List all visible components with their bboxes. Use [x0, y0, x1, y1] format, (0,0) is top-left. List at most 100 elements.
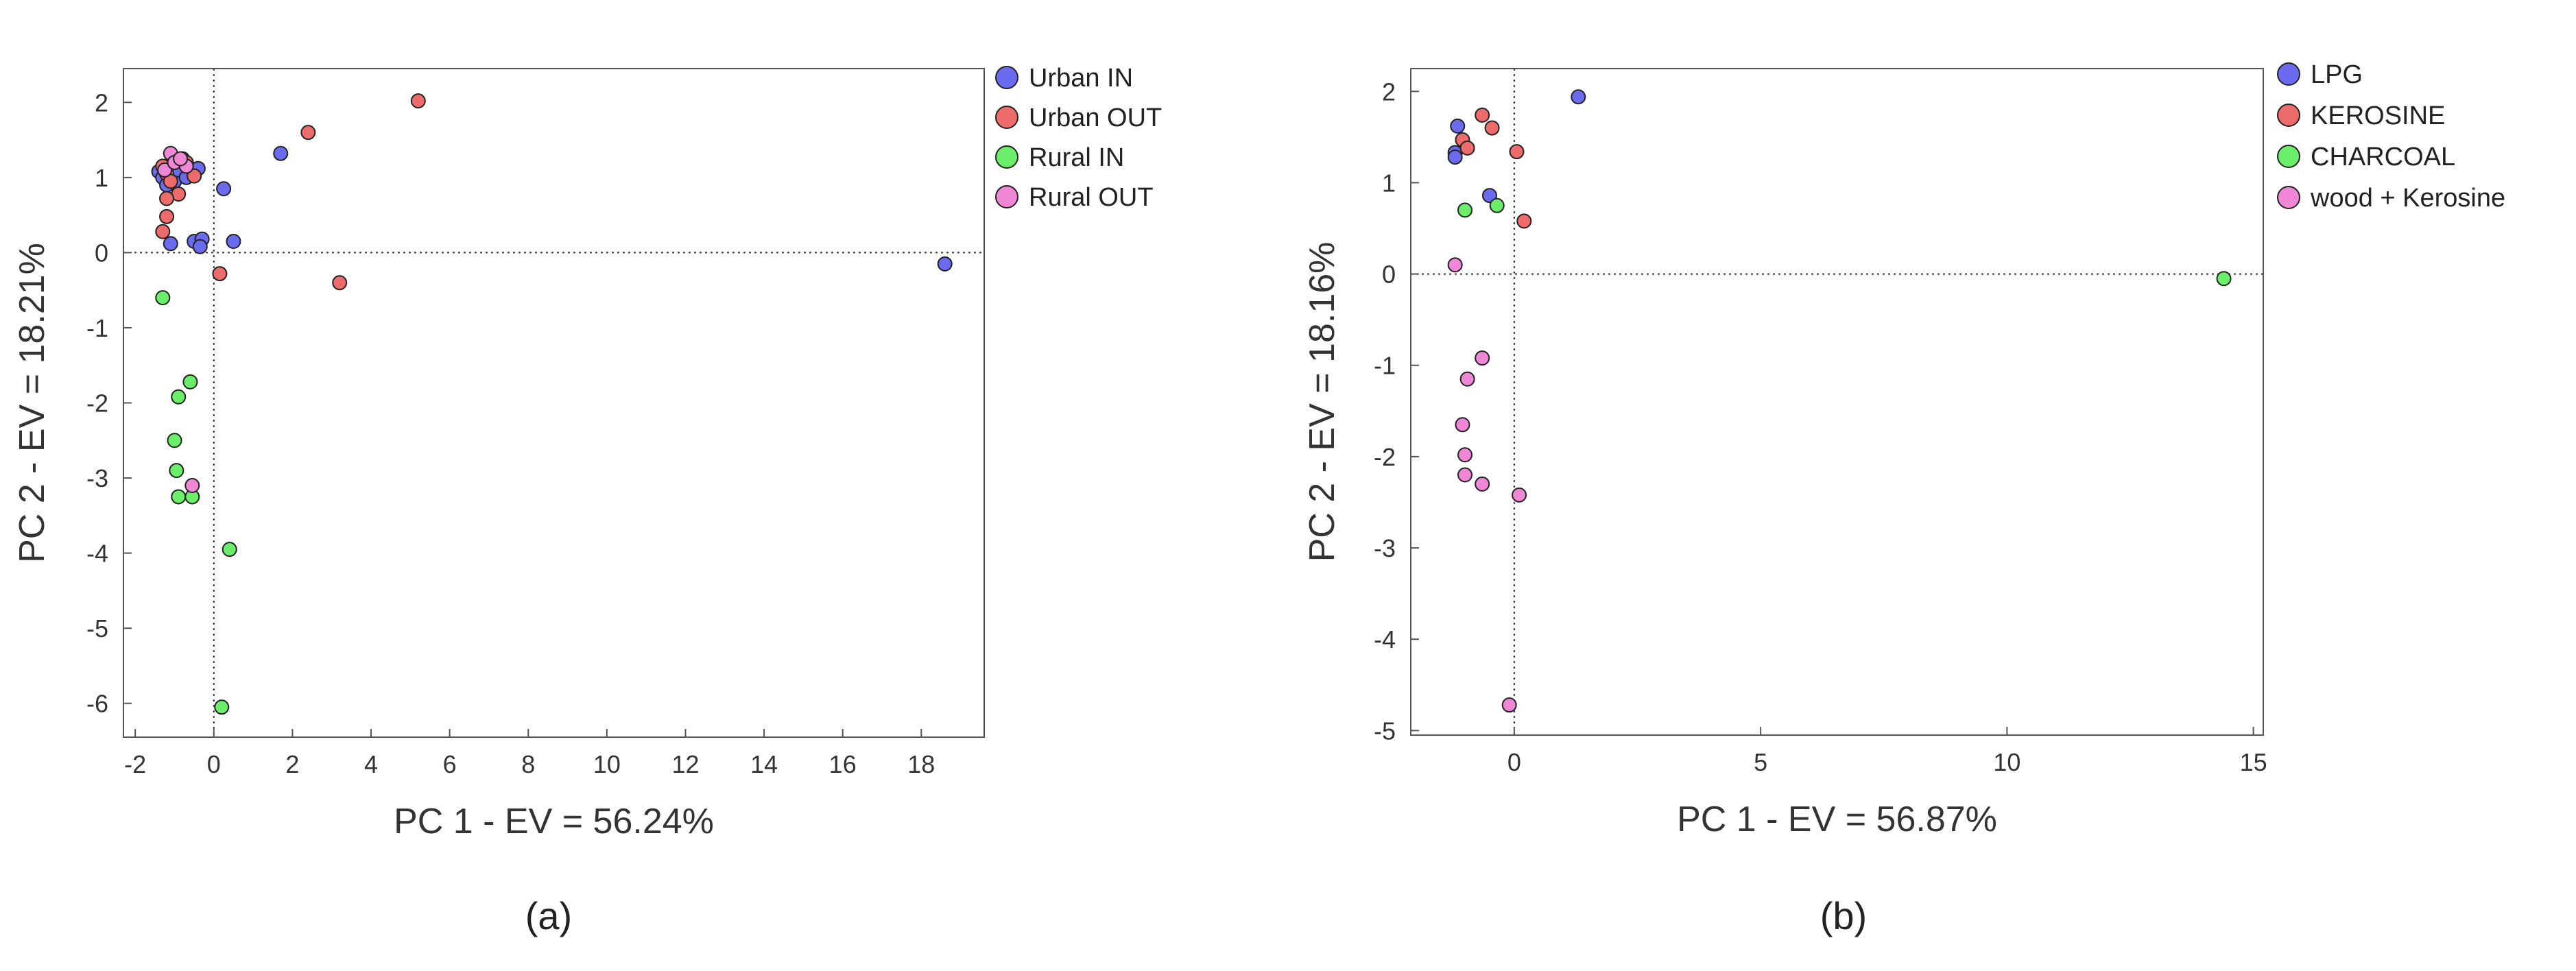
panel-a-point-urban-out	[155, 224, 171, 239]
panel-b-ytick-label: -4	[1374, 625, 1396, 654]
panel-a-ytick-label: -2	[86, 389, 108, 418]
panel-a-point-urban-out	[332, 275, 348, 291]
panel-b-point-kerosine	[1484, 120, 1500, 136]
panel-a-xtick-label: 16	[829, 750, 857, 778]
panel-a-x-axis-label: PC 1 - EV = 56.24%	[394, 802, 714, 841]
panel-a-point-urban-out	[300, 125, 316, 141]
panel-b-ytick-label: -1	[1374, 352, 1396, 380]
panel-a-ytick-label: 2	[95, 88, 108, 117]
panel-a-xtick-label: 2	[285, 750, 299, 778]
panel-b-point-wood-kerosine	[1455, 417, 1470, 433]
panel-b-ytick-label: -3	[1374, 534, 1396, 562]
panel-a-ytick-label: 1	[95, 164, 108, 192]
panel-a-point-rural-in	[171, 389, 187, 405]
panel-b-point-wood-kerosine	[1501, 697, 1517, 713]
panel-a-ytick-label: -6	[86, 690, 108, 718]
panel-b-y-axis-label: PC 2 - EV = 18.16%	[1302, 242, 1342, 562]
panel-b-point-kerosine	[1516, 213, 1532, 229]
panel-a-point-urban-in	[937, 256, 953, 272]
panel-a-point-urban-in	[163, 236, 178, 252]
panel-a-point-rural-out	[184, 478, 200, 494]
panel-b-xtick-label: 15	[2240, 748, 2267, 776]
panel-a-point-rural-in	[171, 489, 187, 505]
panel-a-point-urban-out	[212, 266, 228, 282]
panel-b-legend-label: KEROSINE	[2311, 101, 2445, 130]
panel-a-xtick-label: 6	[443, 750, 457, 778]
panel-b-legend-label: wood + Kerosine	[2310, 184, 2505, 213]
panel-a-ytick-label: -4	[86, 540, 108, 568]
panel-a-legend-label: Rural OUT	[1029, 183, 1154, 212]
panel-a-point-urban-out	[159, 191, 175, 206]
panel-a-legend-label: Urban OUT	[1029, 104, 1162, 132]
panel-b-legend-label: CHARCOAL	[2311, 143, 2455, 171]
panel-b-ytick-label: 1	[1382, 169, 1396, 197]
panel-a-point-urban-in	[273, 145, 289, 161]
panel-b-point-kerosine	[1459, 140, 1475, 156]
panel-a-xtick-label: 12	[671, 750, 699, 778]
panel-b-point-lpg	[1447, 149, 1463, 165]
panel-b-point-lpg	[1571, 89, 1586, 105]
panel-a-xtick-label: 18	[907, 750, 935, 778]
panel-a-point-rural-in	[169, 463, 184, 479]
panel-a-point-urban-in	[226, 233, 241, 249]
panel-b-point-charcoal	[1457, 202, 1473, 218]
panel-b-point-wood-kerosine	[1459, 371, 1475, 387]
panel-b-point-charcoal	[2216, 271, 2232, 287]
panel-b-caption: (b)	[1820, 894, 1867, 937]
panel-b-point-wood-kerosine	[1512, 487, 1527, 503]
panel-a-xtick-label: 14	[750, 750, 778, 778]
panel-a-xtick-label: 4	[364, 750, 378, 778]
panel-b-ytick-label: -2	[1374, 443, 1396, 471]
panel-b-plot-frame	[1410, 68, 2264, 736]
panel-a-point-urban-in	[216, 181, 232, 197]
panel-a-caption: (a)	[525, 894, 572, 937]
panel-a-ytick-label: -1	[86, 314, 108, 342]
panel-a-legend-label: Rural IN	[1029, 143, 1124, 172]
panel-a-xtick-label: 8	[521, 750, 535, 778]
panel-b-point-wood-kerosine	[1447, 257, 1463, 273]
panel-a-y-axis-label: PC 2 - EV = 18.21%	[12, 243, 52, 563]
panel-b-xtick-label: 0	[1507, 748, 1521, 776]
panel-b-xtick-label: 10	[1993, 748, 2020, 776]
panel-a-legend-marker	[995, 185, 1018, 208]
panel-a-point-urban-out	[159, 208, 175, 224]
panel-b-legend-marker	[2277, 104, 2300, 127]
panel-a-point-rural-in	[182, 374, 198, 389]
panel-b-legend-label: LPG	[2311, 60, 2363, 89]
panel-a-point-urban-in	[192, 239, 208, 254]
panel-a-ytick-label: -5	[86, 614, 108, 643]
panel-a-ytick-label: 0	[95, 239, 108, 267]
panel-a-point-rural-in	[167, 433, 182, 448]
panel-a-xtick-label: -2	[124, 750, 146, 778]
panel-a-point-urban-out	[187, 168, 202, 184]
panel-a-legend-marker	[995, 106, 1018, 129]
panel-b-ytick-label: 2	[1382, 77, 1396, 106]
panel-b-point-kerosine	[1475, 107, 1490, 123]
panel-a-point-rural-out	[157, 162, 173, 178]
panel-b-point-charcoal	[1489, 197, 1505, 213]
panel-a-xtick-label: 0	[207, 750, 221, 778]
panel-a-point-rural-out	[173, 151, 189, 167]
panel-a-ytick-label: -3	[86, 464, 108, 492]
panel-b-point-wood-kerosine	[1475, 350, 1490, 366]
panel-b-point-wood-kerosine	[1457, 467, 1473, 483]
panel-a-legend-marker	[995, 66, 1018, 89]
panel-b-point-wood-kerosine	[1475, 476, 1490, 492]
panel-b-point-wood-kerosine	[1457, 447, 1473, 463]
panel-a-point-rural-in	[214, 699, 230, 715]
panel-a-point-urban-out	[410, 93, 426, 109]
panel-b-legend-marker	[2277, 145, 2300, 168]
panel-b-ytick-label: 0	[1382, 261, 1396, 289]
panel-b-legend-marker	[2277, 62, 2300, 86]
panel-b-x-axis-label: PC 1 - EV = 56.87%	[1677, 800, 1997, 839]
panel-a-legend-label: Urban IN	[1029, 64, 1133, 93]
panel-a-point-rural-in	[222, 542, 237, 558]
panel-b-point-kerosine	[1509, 144, 1525, 160]
panel-a-legend-marker	[995, 145, 1018, 169]
panel-a-plot-frame	[123, 68, 985, 738]
panel-b-legend-marker	[2277, 186, 2300, 209]
panel-b-xtick-label: 5	[1754, 748, 1767, 776]
